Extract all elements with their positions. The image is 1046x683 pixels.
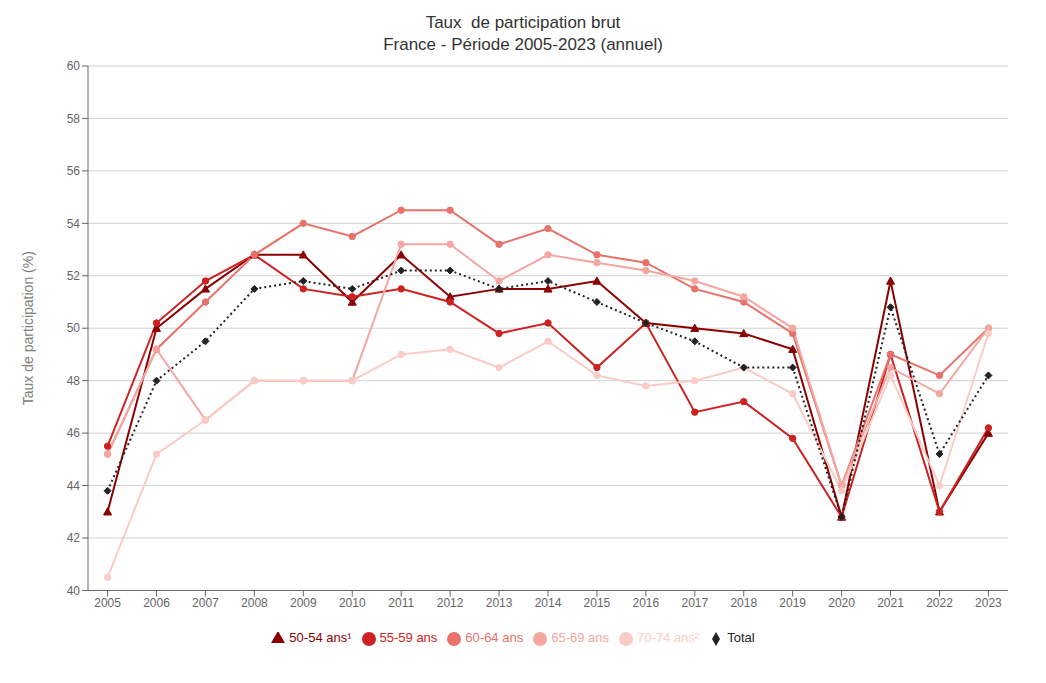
svg-text:2022: 2022 <box>926 596 953 610</box>
svg-text:40: 40 <box>67 584 81 598</box>
svg-text:2007: 2007 <box>192 596 219 610</box>
svg-text:2015: 2015 <box>584 596 611 610</box>
html-text:70-74 ans²: 70-74 ans² <box>637 630 700 646</box>
svg-text:2008: 2008 <box>241 596 268 610</box>
svg-text:2011: 2011 <box>388 596 414 610</box>
svg-text:54: 54 <box>67 217 81 231</box>
svg-text:60: 60 <box>67 59 81 73</box>
html-text:France - Période 2005-2023 (an: France - Période 2005-2023 (annuel) <box>383 35 663 54</box>
svg-text:2014: 2014 <box>535 596 562 610</box>
html-text:Total: Total <box>727 630 755 646</box>
svg-text:48: 48 <box>67 374 81 388</box>
svg-text:Taux de participation (%): Taux de participation (%) <box>20 251 36 405</box>
svg-text:2012: 2012 <box>437 596 464 610</box>
html-text:60-64 ans: 60-64 ans <box>465 630 524 646</box>
svg-text:2005: 2005 <box>94 596 121 610</box>
svg-text:2013: 2013 <box>486 596 513 610</box>
svg-text:46: 46 <box>67 426 81 440</box>
svg-text:2019: 2019 <box>779 596 806 610</box>
svg-text:56: 56 <box>67 164 81 178</box>
svg-text:2016: 2016 <box>633 596 660 610</box>
svg-text:44: 44 <box>67 479 81 493</box>
svg-text:2006: 2006 <box>143 596 170 610</box>
svg-text:2017: 2017 <box>681 596 708 610</box>
svg-text:2018: 2018 <box>730 596 757 610</box>
svg-text:58: 58 <box>67 112 81 126</box>
svg-text:52: 52 <box>67 269 81 283</box>
html-text:65-69 ans: 65-69 ans <box>551 630 609 646</box>
html-text:Taux de participation brut: Taux de participation brut <box>425 13 621 32</box>
svg-text:2020: 2020 <box>828 596 855 610</box>
svg-text:2023: 2023 <box>975 596 1002 610</box>
svg-text:2010: 2010 <box>339 596 366 610</box>
svg-text:42: 42 <box>67 531 81 545</box>
svg-text:2021: 2021 <box>877 596 904 610</box>
html-text:55-59 ans: 55-59 ans <box>379 630 438 646</box>
svg-text:2009: 2009 <box>290 596 317 610</box>
html-text:50-54 ans¹: 50-54 ans¹ <box>289 630 352 646</box>
svg-text:50: 50 <box>67 321 81 335</box>
